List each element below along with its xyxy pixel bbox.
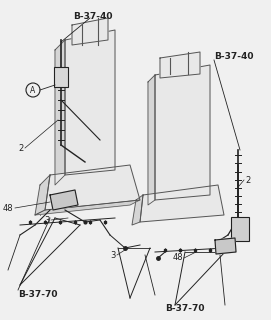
Polygon shape	[35, 200, 140, 215]
Polygon shape	[65, 30, 115, 175]
Text: 48: 48	[172, 253, 183, 262]
Polygon shape	[55, 40, 65, 185]
Text: 3: 3	[45, 215, 50, 225]
Text: 2: 2	[245, 175, 250, 185]
FancyBboxPatch shape	[231, 217, 249, 241]
Text: B-37-40: B-37-40	[214, 52, 253, 61]
Polygon shape	[160, 52, 200, 78]
Text: 3: 3	[111, 251, 116, 260]
Text: B-37-40: B-37-40	[73, 12, 112, 21]
Polygon shape	[140, 185, 224, 222]
Polygon shape	[50, 190, 78, 210]
Text: 48: 48	[2, 204, 13, 212]
Text: B-37-70: B-37-70	[165, 304, 205, 313]
Text: B-37-70: B-37-70	[18, 290, 57, 299]
Polygon shape	[215, 238, 236, 254]
Polygon shape	[148, 75, 155, 205]
Polygon shape	[72, 18, 108, 45]
Polygon shape	[45, 165, 140, 210]
Text: A: A	[30, 85, 36, 94]
Polygon shape	[132, 195, 143, 225]
Text: 2: 2	[19, 143, 24, 153]
FancyBboxPatch shape	[54, 67, 68, 87]
Polygon shape	[35, 175, 50, 215]
Polygon shape	[155, 65, 210, 200]
